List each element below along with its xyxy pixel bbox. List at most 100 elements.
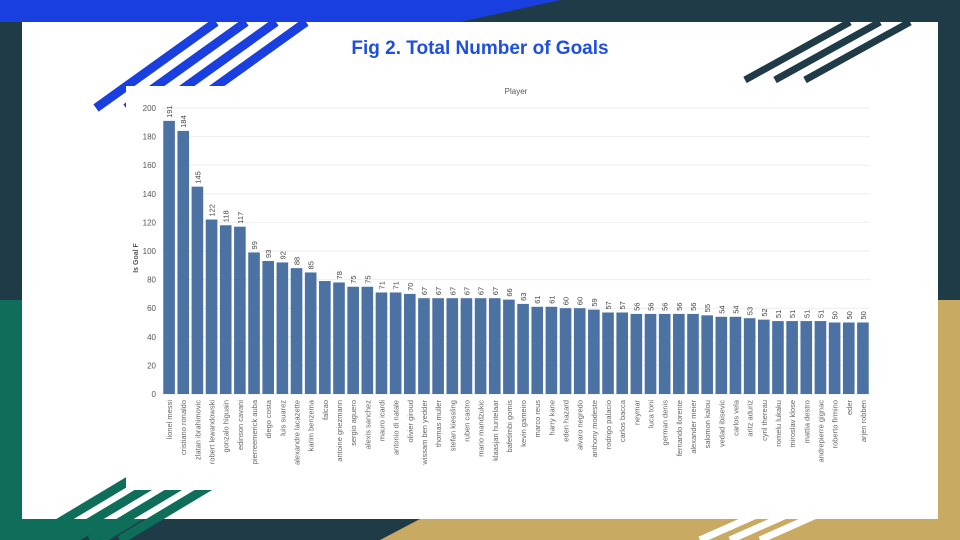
y-tick-label: 200 <box>143 104 157 113</box>
x-tick-label: pierreemerick auba <box>250 399 259 464</box>
x-tick-label: ruben castro <box>462 400 471 442</box>
bar <box>729 316 742 394</box>
bar <box>389 292 402 394</box>
bar-data-label: 71 <box>392 281 401 289</box>
x-tick-label: marco reus <box>533 400 542 438</box>
bar <box>432 298 444 394</box>
bar <box>772 321 784 394</box>
bar-data-label: 75 <box>363 275 372 283</box>
bar-data-label: 71 <box>377 281 386 289</box>
bar <box>276 262 289 394</box>
bar <box>743 318 756 394</box>
bar-data-label: 60 <box>576 297 585 305</box>
x-tick-label: robert lewandowski <box>208 400 217 465</box>
bar <box>474 298 487 394</box>
x-tick-label: gonzalo higuain <box>222 400 231 453</box>
bar <box>857 322 869 394</box>
bar <box>715 316 728 394</box>
bar <box>488 298 501 394</box>
bar-data-label: 85 <box>307 261 316 269</box>
x-tick-label: stefan kiessling <box>448 400 457 451</box>
x-tick-label: mauro icardi <box>377 400 386 442</box>
bar-data-label: 70 <box>406 283 415 291</box>
x-tick-label: kevin gameiro <box>519 400 528 447</box>
x-tick-label: neymar <box>632 400 641 426</box>
x-tick-label: cristiano ronaldo <box>179 400 188 455</box>
y-tick-label: 20 <box>147 361 156 370</box>
y-tick-label: 140 <box>143 190 157 199</box>
bar-data-label: 67 <box>434 287 443 295</box>
x-tick-label: thomas muller <box>434 400 443 448</box>
bar-data-label: 56 <box>632 303 641 311</box>
y-tick-label: 100 <box>143 247 157 256</box>
bar-data-label: 50 <box>845 311 854 319</box>
bar <box>191 186 204 394</box>
bar <box>757 319 770 394</box>
bar-data-label: 67 <box>477 287 486 295</box>
slide-title: Fig 2. Total Number of Goals <box>351 38 609 59</box>
bar-data-label: 67 <box>491 287 500 295</box>
x-tick-label: arjen robben <box>859 400 868 442</box>
bar-data-label: 67 <box>420 287 429 295</box>
bar-data-label: 51 <box>774 310 783 318</box>
chart-image: Player Is Goal F 0 20 40 60 80 100 120 140 160 18… <box>126 86 876 490</box>
x-tick-label: antoine griezmann <box>335 400 344 462</box>
bar-data-label: 67 <box>462 287 471 295</box>
bar-data-label: 51 <box>788 310 797 318</box>
x-tick-label: sergio aguero <box>349 400 358 446</box>
bar-data-label: 50 <box>831 311 840 319</box>
x-tick-label: carlos bacca <box>618 399 627 442</box>
bar <box>559 308 572 394</box>
bar <box>545 306 558 394</box>
bar-data-label: 66 <box>505 288 514 296</box>
x-tick-label: olivier giroud <box>406 400 415 443</box>
bar <box>630 313 643 394</box>
bar <box>503 299 515 394</box>
bar-data-label: 57 <box>604 301 613 309</box>
x-tick-label: alexander meier <box>689 400 698 454</box>
x-tick-label: miroslav klose <box>788 400 797 448</box>
bar <box>531 306 544 394</box>
x-tick-label: carlos vela <box>731 399 740 436</box>
bar-data-label: 61 <box>547 295 556 303</box>
bar <box>177 130 190 394</box>
bar <box>602 312 614 394</box>
bar-data-label: 51 <box>802 310 811 318</box>
bar-data-label: 56 <box>689 303 698 311</box>
bar-data-label: 55 <box>703 304 712 312</box>
x-tick-label: bafetimbi gomis <box>505 400 514 453</box>
bar <box>304 272 317 394</box>
bar <box>446 298 459 394</box>
bar <box>248 252 260 394</box>
bar <box>800 321 813 394</box>
bar <box>262 261 275 394</box>
bar-data-label: 75 <box>349 275 358 283</box>
bar-data-label: 88 <box>293 257 302 265</box>
chart-title: Player <box>505 87 528 96</box>
bar-data-label: 92 <box>278 251 287 259</box>
bar <box>163 120 175 394</box>
y-tick-label: 120 <box>143 218 157 227</box>
bar-data-label: 99 <box>250 241 259 249</box>
bar <box>842 322 855 394</box>
x-tick-label: harry kane <box>547 400 556 435</box>
bar-data-label: 51 <box>816 310 825 318</box>
x-tick-label: rodrigo palacio <box>604 400 613 449</box>
x-tick-label: karim benzema <box>307 399 316 451</box>
bar <box>786 321 798 394</box>
bar <box>814 321 827 394</box>
x-tick-label: klaasjan huntelaar <box>491 400 500 461</box>
x-tick-label: romelu lukaku <box>774 400 783 447</box>
bar-data-label: 56 <box>661 303 670 311</box>
x-tick-label: diego costa <box>264 399 273 438</box>
bar <box>361 286 374 394</box>
x-tick-label: eden hazard <box>562 400 571 442</box>
bar <box>588 309 600 394</box>
bar <box>701 315 713 394</box>
bar <box>319 281 331 394</box>
bar <box>687 313 699 394</box>
bar-data-label: 145 <box>193 171 202 184</box>
x-tick-label: falcao <box>321 400 330 420</box>
x-tick-label: luis suarez <box>278 400 287 436</box>
y-tick-label: 60 <box>147 304 156 313</box>
